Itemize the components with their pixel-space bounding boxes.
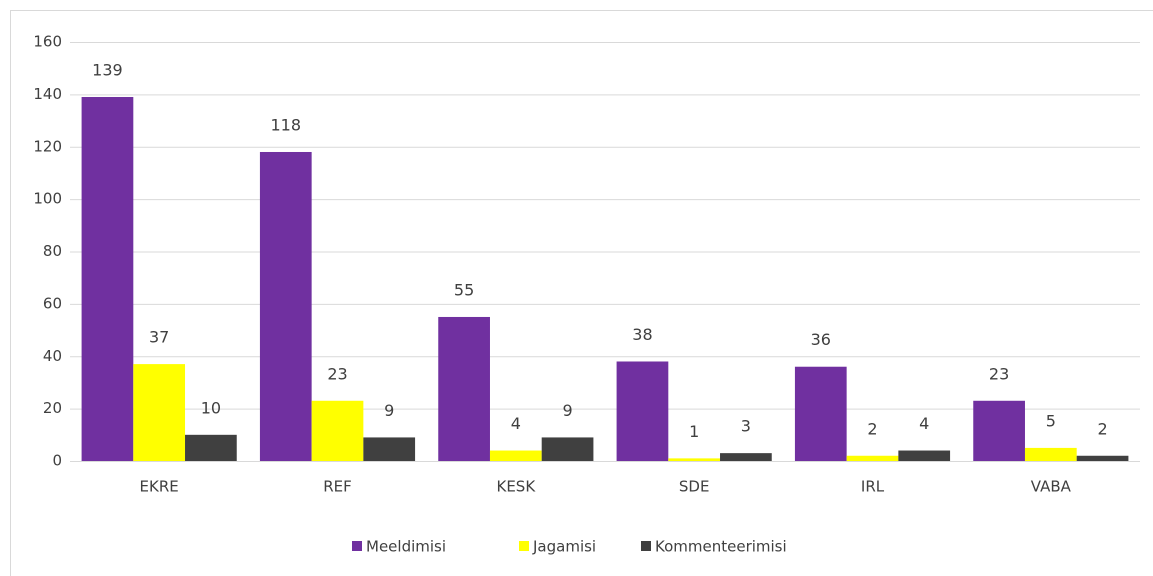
bar bbox=[311, 400, 364, 461]
y-tick-label: 20 bbox=[43, 399, 62, 417]
x-tick-label: IRL bbox=[861, 478, 885, 496]
bar bbox=[259, 151, 312, 462]
bar bbox=[794, 366, 847, 461]
bar bbox=[363, 437, 416, 461]
bar bbox=[846, 455, 899, 461]
bar bbox=[133, 364, 186, 461]
data-label: 5 bbox=[1046, 411, 1056, 430]
y-tick-label: 120 bbox=[33, 137, 62, 155]
bar bbox=[185, 434, 237, 461]
x-tick-label: EKRE bbox=[140, 478, 179, 496]
data-label: 2 bbox=[1097, 419, 1107, 438]
data-label: 118 bbox=[271, 115, 302, 134]
bar bbox=[973, 400, 1025, 461]
y-tick-label: 80 bbox=[43, 242, 62, 260]
chart-border bbox=[10, 10, 1153, 576]
bar bbox=[1024, 447, 1077, 461]
bar bbox=[720, 453, 772, 461]
bar bbox=[898, 450, 951, 461]
legend-label: Meeldimisi bbox=[366, 538, 446, 556]
bar bbox=[616, 361, 669, 461]
legend-label: Jagamisi bbox=[532, 538, 596, 556]
y-tick-label: 160 bbox=[33, 33, 62, 51]
data-label: 10 bbox=[201, 398, 221, 417]
bar bbox=[1076, 455, 1129, 461]
bar bbox=[541, 437, 594, 461]
data-label: 4 bbox=[511, 414, 521, 433]
legend-swatch bbox=[641, 541, 651, 551]
y-tick-label: 60 bbox=[43, 294, 62, 312]
data-label: 38 bbox=[632, 325, 652, 344]
bar bbox=[81, 96, 134, 462]
bar bbox=[438, 316, 490, 461]
bar bbox=[489, 450, 542, 461]
data-label: 23 bbox=[327, 364, 347, 383]
data-label: 23 bbox=[989, 364, 1009, 383]
x-tick-label: SDE bbox=[679, 478, 710, 496]
y-tick-label: 100 bbox=[33, 190, 62, 208]
data-label: 3 bbox=[741, 417, 751, 436]
legend-swatch bbox=[519, 541, 529, 551]
y-tick-label: 0 bbox=[52, 452, 62, 470]
legend-swatch bbox=[352, 541, 362, 551]
data-label: 55 bbox=[454, 280, 474, 299]
data-label: 37 bbox=[149, 328, 169, 347]
x-tick-label: REF bbox=[323, 478, 352, 496]
y-tick-label: 140 bbox=[33, 85, 62, 103]
data-label: 2 bbox=[867, 419, 877, 438]
x-tick-label: VABA bbox=[1031, 478, 1072, 496]
data-label: 1 bbox=[689, 422, 699, 441]
bar bbox=[668, 458, 721, 461]
x-tick-label: KESK bbox=[496, 478, 536, 496]
data-label: 9 bbox=[384, 401, 394, 420]
legend-label: Kommenteerimisi bbox=[655, 538, 787, 556]
data-label: 9 bbox=[562, 401, 572, 420]
data-label: 4 bbox=[919, 414, 929, 433]
data-label: 36 bbox=[811, 330, 831, 349]
data-label: 139 bbox=[92, 60, 123, 79]
y-tick-label: 40 bbox=[43, 347, 62, 365]
